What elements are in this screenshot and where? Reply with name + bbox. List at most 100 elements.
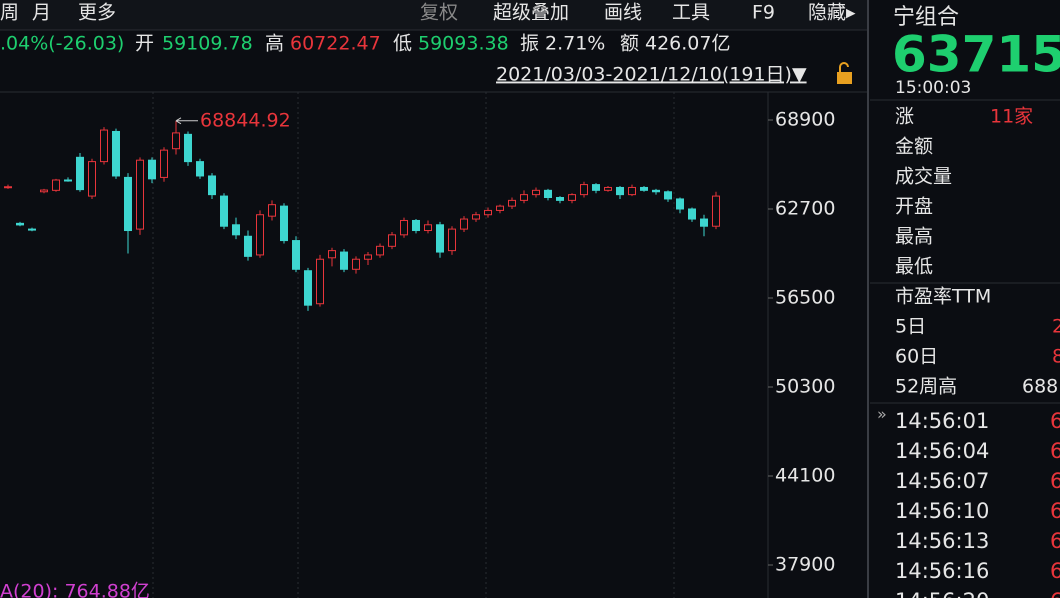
candle-body	[412, 219, 420, 232]
toolbar-bg	[0, 0, 868, 30]
tick-time: 14:56:16	[895, 559, 989, 583]
valuation-label: 5日	[895, 316, 926, 338]
tick-price: 6	[1050, 409, 1060, 433]
toolbar-button[interactable]: 超级叠加	[493, 2, 569, 24]
candle-body	[640, 186, 648, 191]
lock-shackle	[839, 62, 849, 72]
toolbar-button[interactable]: 工具	[672, 2, 710, 24]
candle-body	[676, 198, 684, 210]
candle-body	[292, 240, 300, 270]
candle-body	[220, 195, 228, 227]
candle-body	[364, 254, 372, 260]
candle-body	[568, 194, 576, 201]
candle-body	[436, 224, 444, 253]
candle-body	[472, 214, 480, 220]
quote-field: 高	[265, 33, 284, 55]
stat-label: 开盘	[895, 196, 933, 218]
candle-body	[4, 186, 12, 189]
candle-body	[592, 184, 600, 191]
candle-body	[88, 161, 96, 197]
candle-body	[484, 209, 492, 216]
stat-label: 最高	[895, 226, 933, 248]
quote-field: 额	[620, 33, 639, 55]
toolbar-button[interactable]: 更多	[78, 2, 116, 24]
candle-body	[544, 189, 552, 199]
valuation-label: 52周高	[895, 376, 957, 398]
quote-field: 59109.78	[162, 33, 253, 55]
candle-body	[424, 224, 432, 232]
candle-body	[712, 195, 720, 227]
candle-body	[508, 199, 516, 207]
annotation-arrow	[175, 117, 198, 125]
candle-body	[136, 159, 144, 230]
stat-label: 最低	[895, 256, 933, 278]
candle-body	[520, 194, 528, 201]
candle-body	[172, 132, 180, 150]
candle-body	[232, 224, 240, 236]
index-name: 宁组合	[893, 5, 959, 30]
candle-body	[376, 245, 384, 256]
stat-label: 涨	[895, 106, 914, 128]
candle-body	[40, 189, 48, 193]
tick-price: 6	[1050, 469, 1060, 493]
tick-time: 14:56:10	[895, 499, 989, 523]
y-tick-label: 50300	[775, 375, 835, 397]
candle-body	[196, 161, 204, 177]
quote-field: .04%(-26.03)	[0, 33, 124, 55]
quote-field: 60722.47	[290, 33, 381, 55]
tick-time: 14:56:13	[895, 529, 989, 553]
candle-body	[628, 186, 636, 196]
candle-body	[280, 205, 288, 242]
candle-body	[496, 205, 504, 211]
candle-body	[616, 186, 624, 196]
index-price: 63715.	[892, 26, 1060, 84]
quote-field: 开	[135, 33, 154, 55]
quote-field: 低	[393, 33, 412, 55]
stat-label: 金额	[895, 136, 933, 158]
candle-body	[460, 218, 468, 230]
lock-body	[837, 72, 852, 84]
candle-body	[448, 228, 456, 252]
tick-price: 6	[1050, 439, 1060, 463]
valuation-value: 8	[1052, 346, 1060, 368]
annotation-label: 68844.92	[200, 109, 291, 131]
tick-price: 6	[1050, 529, 1060, 553]
toolbar-button[interactable]: 隐藏▸	[808, 2, 856, 24]
candle-body	[100, 129, 108, 163]
vertical-separators	[152, 92, 675, 598]
y-tick-label: 44100	[775, 464, 835, 486]
candle-body	[688, 208, 696, 220]
tick-time: 14:56:01	[895, 409, 989, 433]
tick-price: 6	[1050, 589, 1060, 598]
toolbar-button[interactable]: 周	[0, 2, 19, 24]
candle-body	[328, 250, 336, 259]
candle-body	[52, 179, 60, 191]
collapse-toggle[interactable]: »	[877, 405, 887, 424]
candle-body	[28, 228, 36, 231]
candle-body	[268, 204, 276, 217]
quote-field: 59093.38	[418, 33, 509, 55]
toolbar-button[interactable]: F9	[752, 2, 775, 24]
tick-time: 14:56:04	[895, 439, 989, 463]
y-tick-label: 37900	[775, 553, 835, 575]
valuation-value: 688	[1022, 376, 1058, 398]
tick-time: 14:56:20	[895, 589, 989, 598]
quote-time: 15:00:03	[895, 78, 971, 98]
tick-time: 14:56:07	[895, 469, 989, 493]
candle-body	[388, 234, 396, 247]
y-tick-label: 68900	[775, 108, 835, 130]
candle-body	[652, 189, 660, 193]
valuation-label: 市盈率TTM	[895, 286, 991, 308]
candle-body	[352, 258, 360, 270]
toolbar-button[interactable]: 画线	[604, 2, 642, 24]
candle-body	[76, 156, 84, 191]
toolbar-button[interactable]: 复权	[420, 2, 458, 24]
toolbar-button[interactable]: 月	[32, 2, 51, 24]
candle-body	[64, 179, 72, 182]
candle-body	[400, 219, 408, 236]
date-range[interactable]: 2021/03/03-2021/12/10(191日)▼	[496, 64, 807, 86]
lock-icon[interactable]	[837, 62, 852, 84]
tick-price: 6	[1050, 559, 1060, 583]
stat-value: 11家	[990, 106, 1033, 128]
